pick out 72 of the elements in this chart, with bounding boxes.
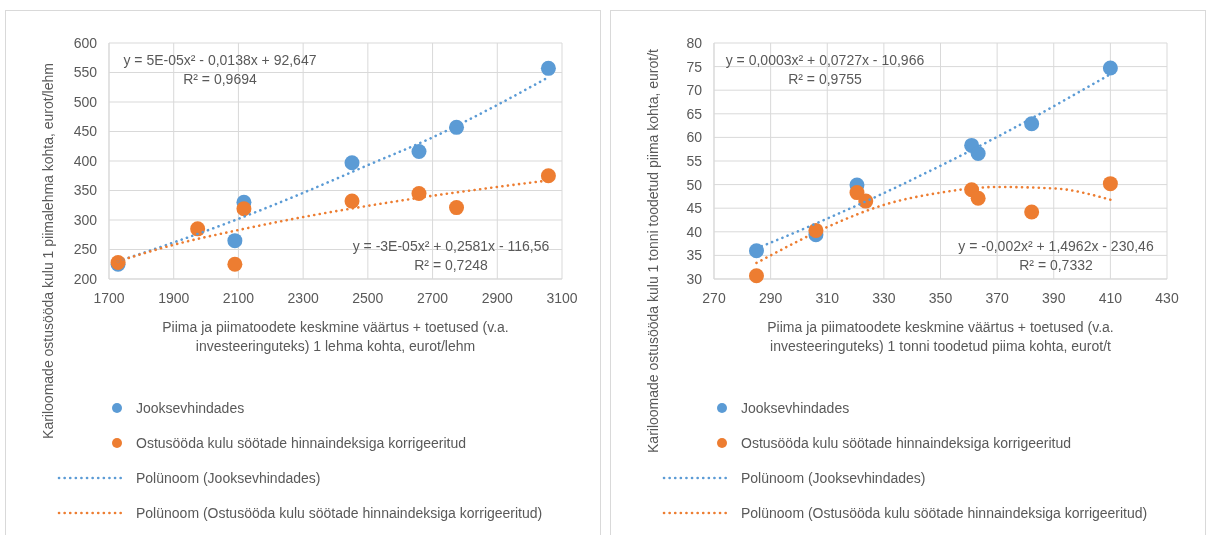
x-axis-title: Piima ja piimatoodete keskmine väärtus + toetused (v.a. investeeringuteks) 1 tonni toodetud piima kohta, eurot/t [767,319,1114,354]
y-tick-label: 40 [686,223,703,240]
x-tick-label: 2100 [222,290,255,306]
point [1024,116,1040,132]
point [236,201,252,217]
x-tick-label: 350 [928,290,953,306]
y-tick-label: 350 [73,182,98,199]
y-tick-label: 550 [73,64,98,81]
point [1024,204,1040,220]
y-tick-label: 70 [686,82,703,99]
x-tick-label: 310 [815,290,840,306]
legend-label: Jooksevhindades [741,399,850,416]
x-tick-label: 2900 [481,290,514,306]
x-tick-label: 390 [1042,290,1066,306]
x-tick-label: 3100 [546,290,578,306]
x-tick-label: 430 [1155,290,1179,306]
x-tick-label: 2700 [416,290,449,306]
x-tick-label: 330 [872,290,896,306]
point [540,168,556,184]
point [227,256,243,272]
legend-label: Jooksevhindades [136,399,245,416]
y-tick-label: 45 [686,200,703,217]
y-tick-label: 60 [686,129,703,146]
point [227,233,243,249]
x-tick-label: 370 [985,290,1010,306]
annotation: y = -3E-05x² + 0,2581x - 116,56 R² = 0,7248 [352,238,550,273]
point [344,155,360,171]
y-tick-label: 30 [686,270,703,287]
legend-label: Polünoom (Ostusööda kulu söötade hinnaindeksiga korrigeeritud) [741,504,1148,521]
point [411,185,427,201]
point [970,145,986,161]
legend-label: Polünoom (Jooksevhindades) [741,469,926,486]
point [449,200,465,216]
y-tick-label: 55 [686,152,703,169]
y-tick-label: 450 [73,123,98,140]
x-tick-label: 1700 [93,290,125,306]
legend-label: Ostusööda kulu söötade hinnaindeksiga korrigeeritud [136,434,466,451]
y-tick-label: 75 [686,58,703,75]
legend-label: Polünoom (Jooksevhindades) [136,469,321,486]
y-tick-label: 35 [686,247,703,264]
x-tick-label: 1900 [158,290,190,306]
y-tick-label: 600 [73,34,98,51]
y-tick-label: 80 [686,34,703,51]
point [748,268,764,284]
y-axis-title: Kariloomade ostusööda kulu 1 tonni toodetud piima kohta, eurot/t [645,48,661,453]
legend-label: Ostusööda kulu söötade hinnaindeksiga korrigeeritud [741,434,1071,451]
point [190,221,206,237]
x-tick-label: 290 [758,290,783,306]
point [970,190,986,206]
y-tick-label: 400 [73,152,98,169]
x-tick-label: 410 [1098,290,1123,306]
x-tick-label: 270 [702,290,726,306]
point [748,243,764,259]
point [1102,60,1118,76]
x-tick-label: 2300 [287,290,319,306]
annotation: y = -0,002x² + 1,4962x - 230,46 R² = 0,7332 [958,238,1154,273]
x-axis-title: Piima ja piimatoodete keskmine väärtus + toetused (v.a. investeeringuteks) 1 lehma kohta, eurot/lehm [162,319,509,354]
point [344,193,360,209]
point [1102,176,1118,192]
y-axis-title: Kariloomade ostusööda kulu 1 piimalehma kohta, eurot/lehm [40,63,56,439]
annotation: y = 0,0003x² + 0,0727x - 10,966 R² = 0,9755 [725,52,925,87]
x-tick-label: 2500 [352,290,384,306]
point [540,60,556,76]
y-tick-label: 65 [686,105,703,122]
point [411,144,427,160]
legend-label: Polünoom (Ostusööda kulu söötade hinnaindeksiga korrigeeritud) [136,504,543,521]
y-tick-label: 200 [73,270,98,287]
y-tick-label: 300 [73,211,98,228]
y-tick-label: 250 [73,241,98,258]
annotation: y = 5E-05x² - 0,0138x + 92,647 R² = 0,9694 [123,52,317,87]
y-tick-label: 50 [686,176,703,193]
y-tick-label: 500 [73,93,98,110]
